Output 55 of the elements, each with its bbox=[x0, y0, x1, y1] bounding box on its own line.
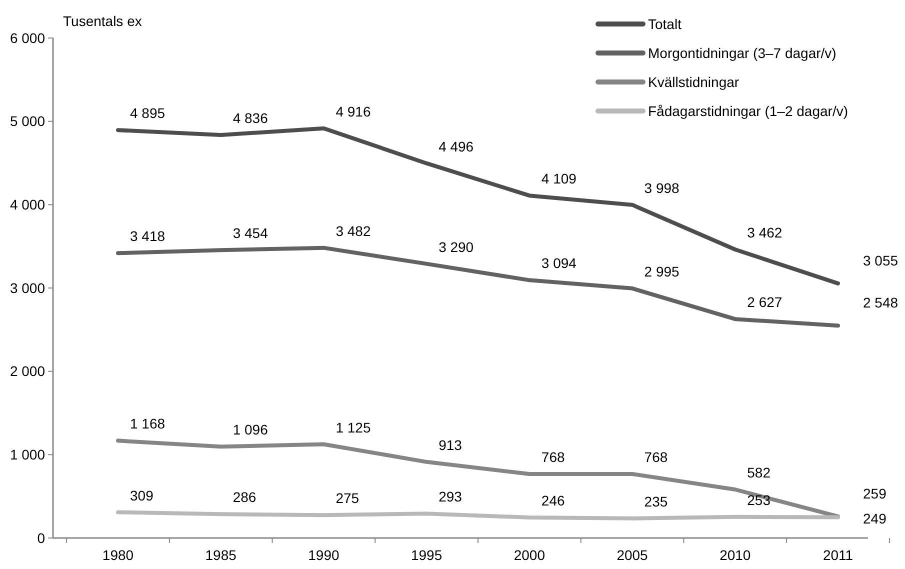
data-label: 3 290 bbox=[438, 238, 474, 255]
legend-label: Kvällstidningar bbox=[648, 74, 740, 90]
line-series bbox=[116, 438, 840, 518]
x-tick-label: 2011 bbox=[822, 547, 854, 563]
x-tick-label: 1985 bbox=[205, 547, 237, 563]
x-tick-label: 1995 bbox=[410, 547, 442, 563]
data-label: 309 bbox=[130, 487, 154, 504]
data-label: 3 454 bbox=[232, 225, 268, 242]
y-axis-title: Tusentals ex bbox=[63, 13, 142, 29]
data-label: 3 055 bbox=[863, 252, 898, 268]
y-tick-label: 2 000 bbox=[10, 363, 46, 380]
legend-label: Fådagarstidningar (1–2 dagar/v) bbox=[648, 102, 848, 119]
y-tick-label: 0 bbox=[37, 530, 46, 546]
data-label: 3 094 bbox=[541, 255, 577, 272]
data-label: 2 995 bbox=[644, 263, 680, 280]
data-label: 768 bbox=[644, 449, 668, 465]
data-label: 249 bbox=[863, 510, 887, 526]
data-label: 3 482 bbox=[336, 222, 371, 239]
data-label: 275 bbox=[336, 490, 360, 506]
data-label: 259 bbox=[863, 485, 887, 502]
x-tick-label: 2010 bbox=[720, 547, 751, 563]
data-label: 1 125 bbox=[336, 419, 371, 436]
data-label: 293 bbox=[438, 488, 462, 505]
data-label: 286 bbox=[232, 489, 256, 506]
data-label: 582 bbox=[747, 464, 771, 480]
y-tick-label: 6 000 bbox=[10, 30, 46, 46]
y-tick-label: 4 000 bbox=[10, 196, 46, 213]
data-label: 253 bbox=[747, 492, 771, 508]
data-label: 4 496 bbox=[438, 138, 474, 154]
data-label: 3 998 bbox=[644, 180, 680, 196]
x-tick-label: 1980 bbox=[102, 547, 134, 563]
data-label: 4 916 bbox=[336, 103, 371, 120]
data-label: 4 836 bbox=[232, 110, 268, 126]
legend-label: Morgontidningar (3–7 dagar/v) bbox=[648, 44, 836, 61]
data-label: 4 895 bbox=[130, 105, 166, 122]
data-label: 1 168 bbox=[130, 416, 166, 432]
data-label: 235 bbox=[644, 493, 668, 510]
data-label: 2 627 bbox=[747, 294, 782, 310]
legend-label: Totalt bbox=[648, 16, 682, 32]
data-label: 4 109 bbox=[541, 170, 577, 187]
data-label: 3 462 bbox=[747, 224, 782, 240]
line-series bbox=[116, 510, 840, 520]
y-tick-label: 1 000 bbox=[10, 446, 46, 463]
data-label: 1 096 bbox=[232, 422, 268, 438]
data-label: 2 548 bbox=[863, 294, 898, 311]
data-label: 246 bbox=[541, 492, 565, 508]
x-tick-label: 1990 bbox=[308, 547, 340, 563]
x-tick-label: 2000 bbox=[514, 547, 546, 563]
y-tick-label: 5 000 bbox=[10, 113, 46, 130]
data-label: 3 418 bbox=[130, 228, 166, 244]
data-label: 768 bbox=[541, 449, 565, 465]
data-label: 913 bbox=[438, 436, 462, 453]
x-tick-label: 2005 bbox=[616, 547, 648, 563]
y-tick-label: 3 000 bbox=[10, 280, 46, 296]
line-series bbox=[116, 126, 840, 286]
